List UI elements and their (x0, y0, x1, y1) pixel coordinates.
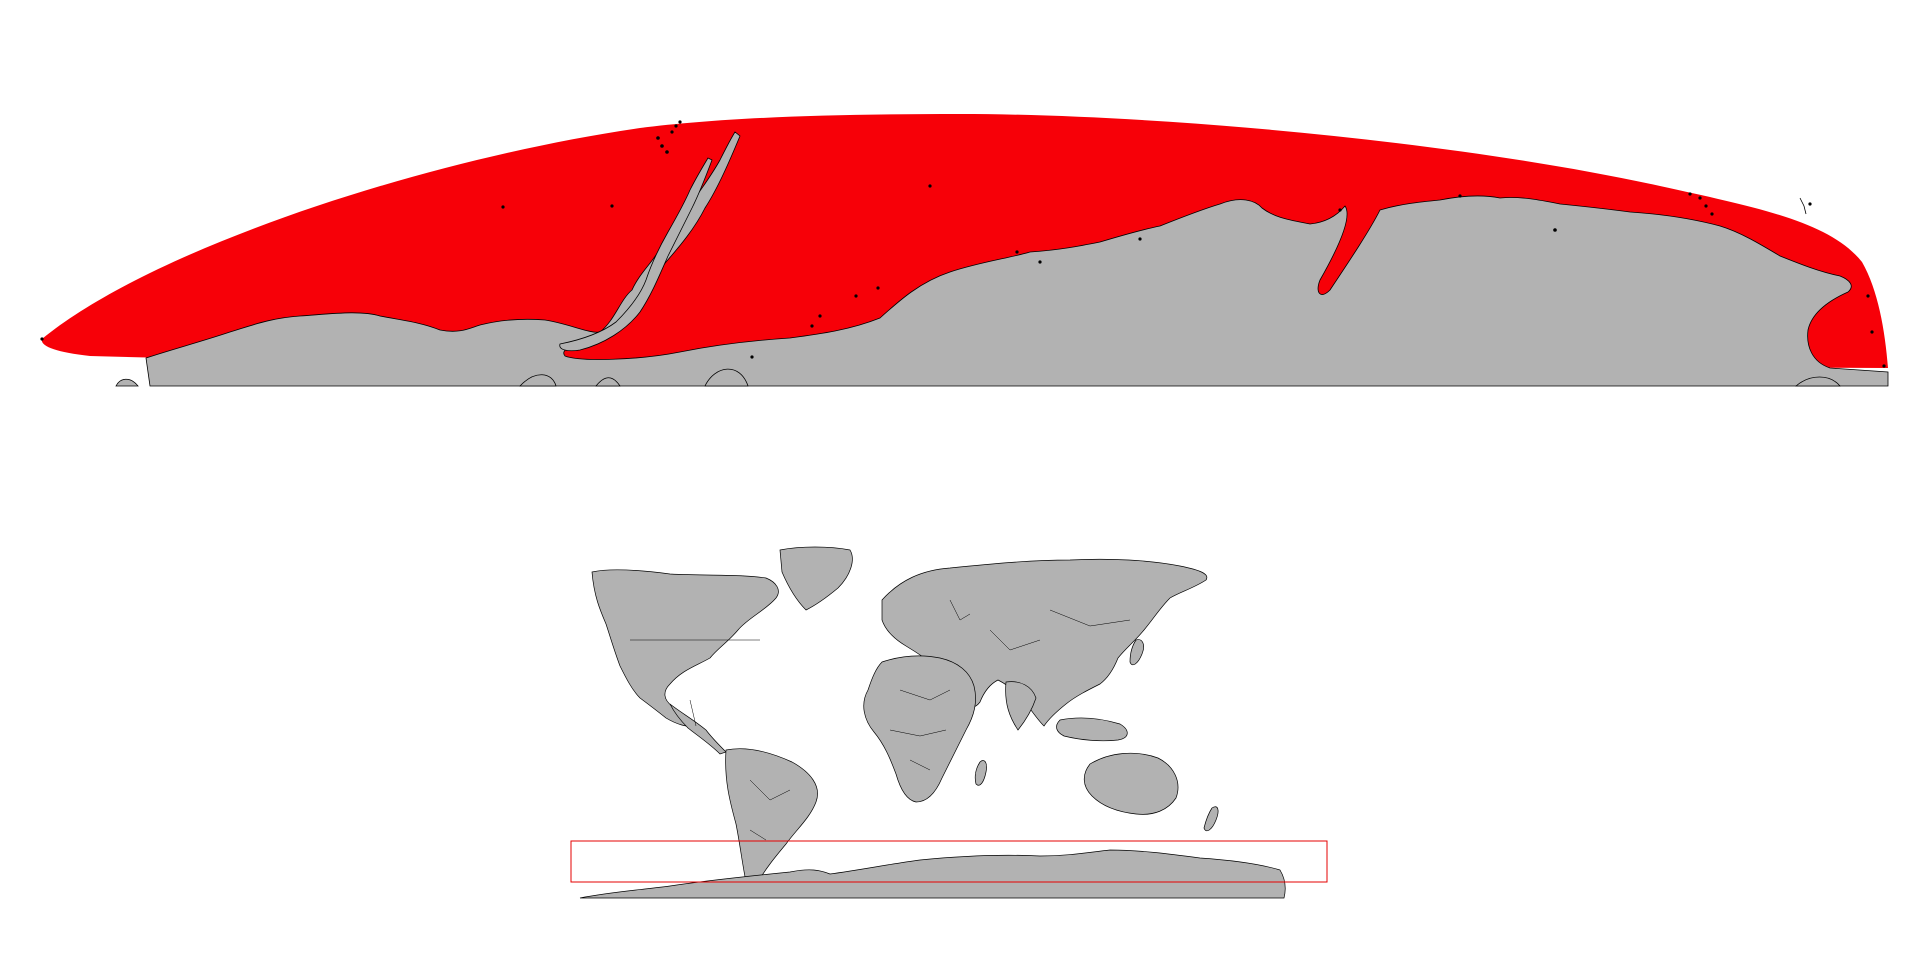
island-dots (40, 120, 1886, 368)
island (115, 378, 139, 387)
antarctic-peninsula (559, 157, 713, 352)
antarctica (579, 849, 1286, 899)
antarctica-land (145, 131, 1889, 387)
island (704, 368, 749, 387)
island (595, 377, 621, 387)
overview-map (570, 546, 1328, 899)
north-america (591, 569, 779, 727)
central-america (669, 703, 727, 755)
madagascar (974, 760, 987, 786)
island (1799, 197, 1807, 215)
south-america (725, 748, 818, 890)
new-zealand (1203, 806, 1219, 832)
island (519, 374, 557, 387)
world-land (579, 546, 1286, 899)
island (1794, 376, 1841, 387)
africa (863, 655, 976, 803)
country-borders (630, 599, 1131, 841)
greenland (779, 546, 853, 611)
main-map (40, 114, 1889, 387)
inset-area-box (570, 840, 1328, 883)
india (1005, 681, 1037, 731)
australia (1083, 752, 1179, 815)
southeast-asia-islands (1056, 717, 1128, 742)
japan (1129, 639, 1144, 666)
